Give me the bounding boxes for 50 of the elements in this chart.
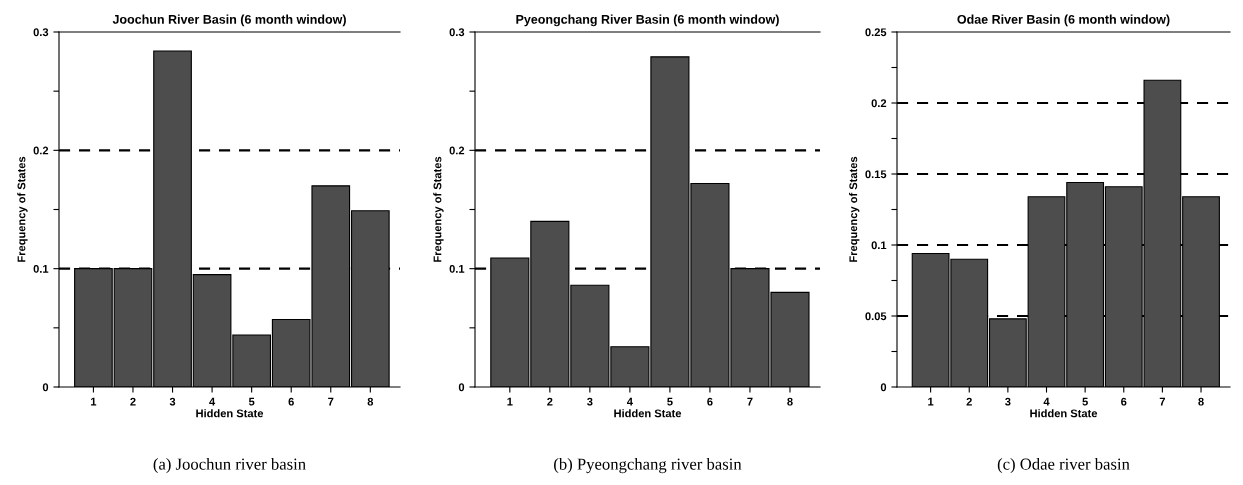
y-axis-title: Frequency of States — [849, 156, 860, 262]
x-tick-label: 2 — [547, 397, 553, 406]
y-tick-label: 0.1 — [871, 241, 887, 250]
y-tick-label: 0.15 — [865, 170, 887, 179]
y-tick-label: 0 — [880, 383, 887, 392]
y-tick-label: 0.2 — [449, 146, 465, 155]
x-tick-label: 3 — [1005, 397, 1011, 406]
x-tick-label: 2 — [130, 397, 136, 406]
y-tick-label: 0.3 — [33, 28, 49, 37]
x-axis-title: Hidden State — [1030, 409, 1098, 418]
y-tick-label: 0 — [458, 383, 465, 392]
text: (b) Pyeongchang river basin — [554, 458, 742, 474]
x-tick-label: 5 — [1082, 397, 1088, 406]
text: (c) Odae river basin — [997, 458, 1130, 474]
x-tick-label: 1 — [91, 397, 97, 406]
x-tick-label: 8 — [787, 397, 793, 406]
x-axis-title: Hidden State — [196, 409, 264, 418]
y-tick-label: 0.2 — [871, 99, 887, 108]
y-tick-label: 0.1 — [449, 264, 465, 273]
x-tick-label: 6 — [707, 397, 713, 406]
x-tick-label: 8 — [1198, 397, 1204, 406]
x-tick-label: 7 — [747, 397, 753, 406]
y-axis-title: Frequency of States — [433, 156, 444, 262]
x-tick-label: 4 — [1043, 397, 1050, 406]
chart-title: Joochun River Basin (6 month window) — [112, 14, 346, 27]
y-tick-label: 0.2 — [33, 146, 49, 155]
x-tick-label: 2 — [966, 397, 972, 406]
x-tick-label: 4 — [626, 397, 633, 406]
y-tick-label: 0.25 — [865, 28, 887, 37]
x-axis-title: Hidden State — [614, 409, 682, 418]
x-tick-label: 3 — [169, 397, 176, 406]
y-tick-label: 0 — [42, 383, 49, 392]
x-tick-label: 1 — [507, 397, 513, 406]
text: (a) Joochun river basin — [153, 458, 306, 474]
chart-title: Odae River Basin (6 month window) — [957, 14, 1170, 27]
chart-title: Pyeongchang River Basin (6 month window) — [516, 14, 779, 27]
y-tick-label: 0.3 — [449, 28, 465, 37]
x-tick-label: 8 — [367, 397, 374, 406]
y-tick-label: 0.1 — [33, 264, 49, 273]
x-tick-label: 6 — [288, 397, 294, 406]
y-axis-title: Frequency of States — [17, 156, 28, 262]
x-tick-label: 5 — [667, 397, 673, 406]
x-tick-label: 7 — [1159, 397, 1165, 406]
x-tick-label: 3 — [587, 397, 593, 406]
x-tick-label: 6 — [1121, 397, 1127, 406]
x-tick-label: 1 — [928, 397, 934, 406]
x-tick-label: 4 — [209, 397, 216, 406]
y-tick-label: 0.05 — [865, 312, 887, 321]
x-tick-label: 7 — [328, 397, 334, 406]
x-tick-label: 5 — [248, 397, 255, 406]
